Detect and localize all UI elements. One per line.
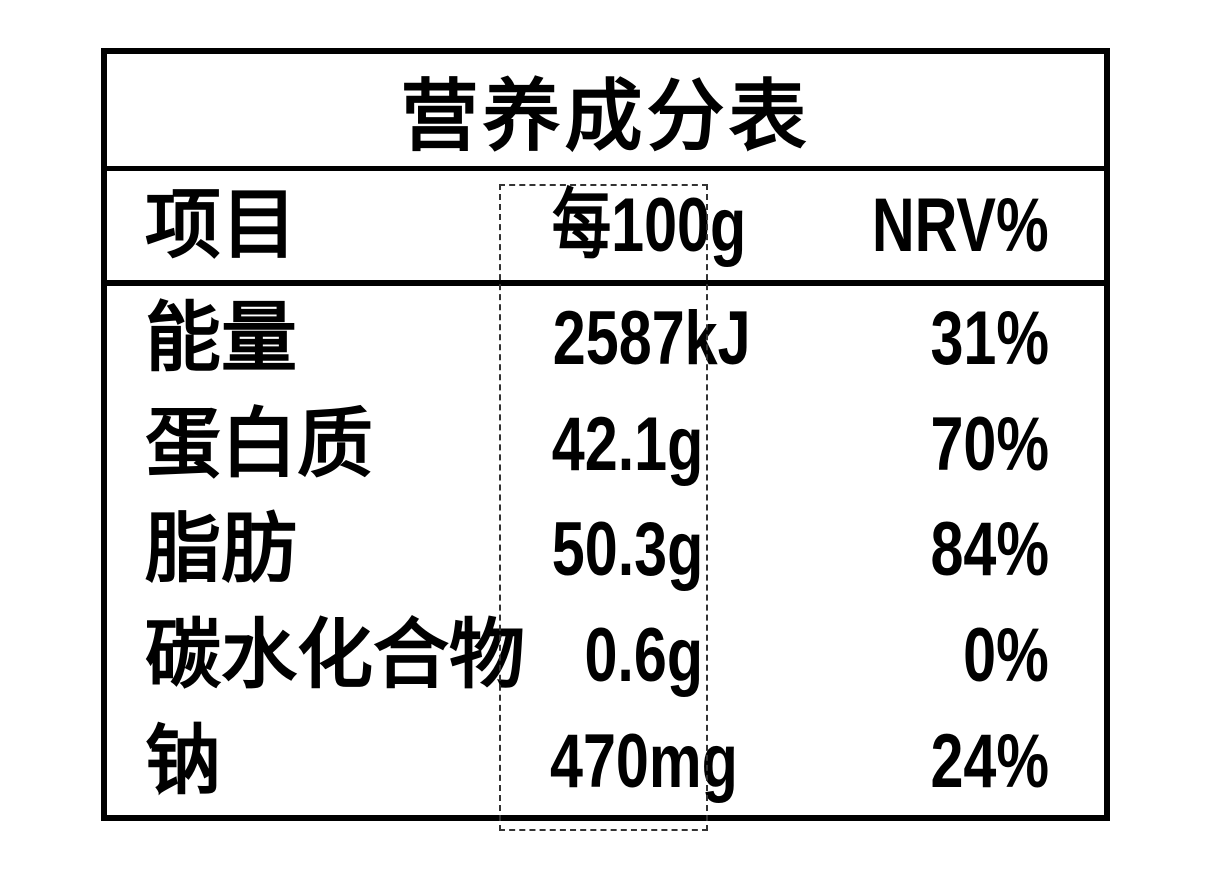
table-row-sodium: 钠 470mg 24% (107, 709, 1104, 815)
row-nrv-cell: 0% (703, 618, 1104, 694)
table-title: 营养成分表 (400, 72, 811, 160)
row-amount: 42.1g (551, 401, 703, 487)
row-label: 能量 (145, 295, 297, 381)
row-nrv-cell: 70% (703, 401, 1104, 487)
table-body: 能量 2587kJ 31% 蛋白质 42.1g 70% 脂肪 (107, 286, 1104, 815)
row-amount: 2587kJ (552, 295, 751, 381)
row-label: 碳水化合物 (145, 613, 525, 699)
row-amount: 0.6g (584, 613, 703, 699)
row-amount-cell: 2587kJ (497, 300, 751, 377)
row-nrv-cell: 84% (703, 512, 1104, 588)
row-label: 蛋白质 (145, 401, 373, 487)
table-header-row: 项目 每100g NRV% (107, 171, 1104, 286)
row-amount: 50.3g (551, 507, 703, 593)
table-row-fat: 脂肪 50.3g 84% (107, 498, 1104, 604)
table-row-protein: 蛋白质 42.1g 70% (107, 392, 1104, 498)
row-amount-cell: 470mg (497, 724, 738, 800)
table-title-row: 营养成分表 (107, 54, 1104, 171)
row-nrv-cell: 24% (703, 724, 1104, 800)
column-header-amount: 每100g (551, 182, 747, 268)
row-label: 钠 (145, 719, 221, 805)
row-nrv: 24% (930, 719, 1049, 805)
row-nrv: 31% (930, 295, 1049, 381)
row-nrv: 70% (930, 401, 1049, 487)
row-amount-cell: 42.1g (497, 401, 703, 487)
column-header-item: 项目 (145, 182, 297, 268)
row-label: 脂肪 (145, 507, 297, 593)
row-nrv: 0% (963, 613, 1049, 699)
table-row-energy: 能量 2587kJ 31% (107, 286, 1104, 392)
row-nrv-cell: 31% (703, 295, 1104, 381)
row-amount: 470mg (549, 719, 738, 805)
row-amount-cell: 50.3g (497, 512, 703, 588)
nutrition-table: 营养成分表 项目 每100g NRV% 能量 2587kJ 31% (101, 48, 1110, 821)
column-header-amount-cell: 每100g (497, 187, 746, 264)
column-header-nrv: NRV% (872, 182, 1049, 268)
table-row-carbohydrate: 碳水化合物 0.6g 0% (107, 603, 1104, 709)
row-amount-cell: 0.6g (497, 618, 703, 694)
column-header-nrv-cell: NRV% (703, 182, 1104, 268)
row-nrv: 84% (930, 507, 1049, 593)
